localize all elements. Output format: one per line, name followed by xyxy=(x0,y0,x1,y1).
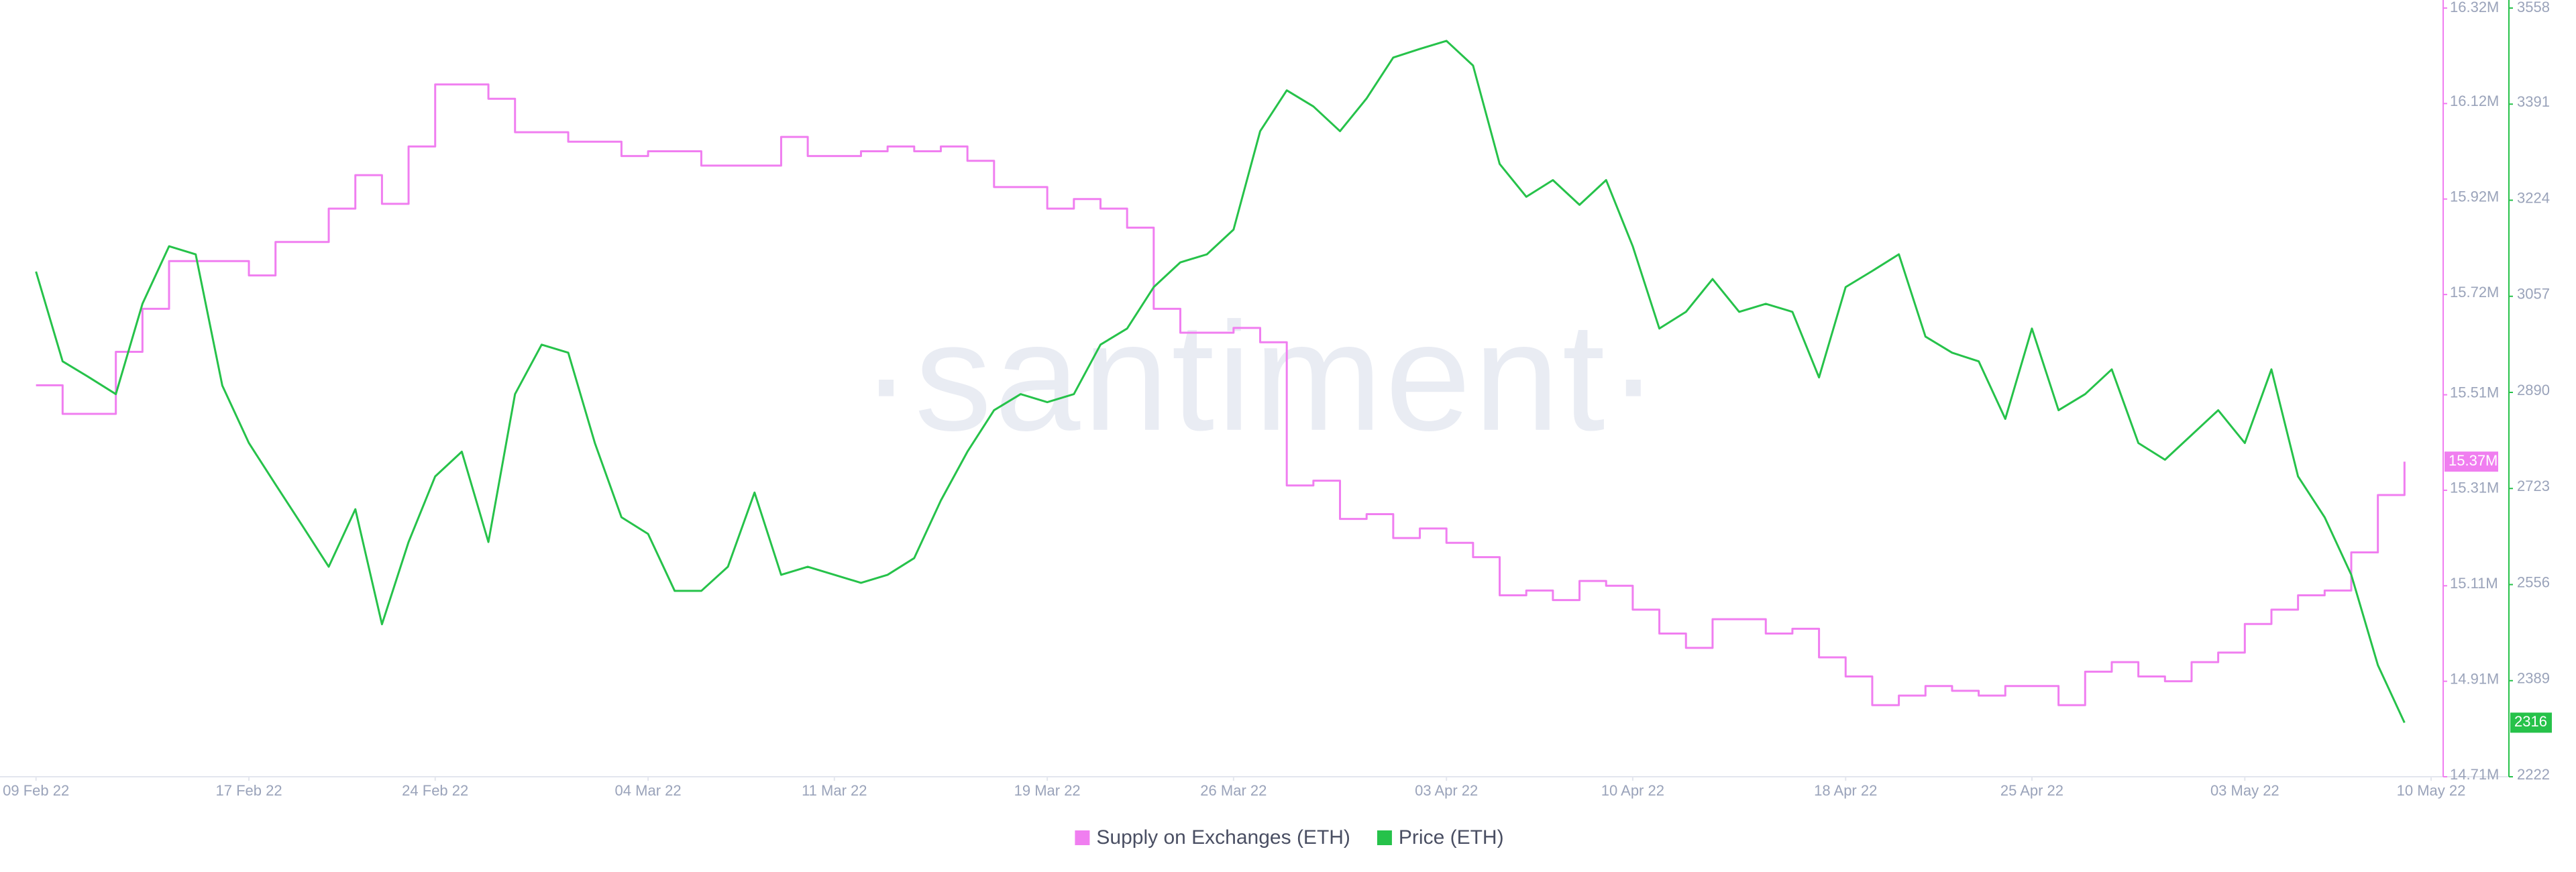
y-tick-label: 15.51M xyxy=(2450,384,2499,400)
y-tick-label: 15.11M xyxy=(2450,575,2498,592)
y-tick-label: 16.12M xyxy=(2450,93,2499,109)
y-tick-label: 15.92M xyxy=(2450,188,2499,205)
x-tick-label: 11 Mar 22 xyxy=(802,782,867,799)
x-tick-label: 19 Mar 22 xyxy=(1014,782,1081,799)
x-tick-label: 26 Mar 22 xyxy=(1200,782,1267,799)
x-tick-label: 24 Feb 22 xyxy=(402,782,468,799)
y2-tick-label: 3558 xyxy=(2517,0,2550,15)
y-tick-label: 14.71M xyxy=(2450,766,2499,783)
y2-tick-label: 3224 xyxy=(2517,189,2550,206)
x-tick-label: 09 Feb 22 xyxy=(3,782,69,799)
badge-label: 2316 xyxy=(2514,713,2547,730)
watermark: ·santiment· xyxy=(861,290,1662,463)
y2-tick-label: 3057 xyxy=(2517,286,2550,303)
x-tick-label: 10 Apr 22 xyxy=(1601,782,1664,799)
badge-bg xyxy=(2510,712,2552,733)
x-tick-label: 18 Apr 22 xyxy=(1814,782,1877,799)
x-tick-label: 04 Mar 22 xyxy=(615,782,682,799)
badge-bg xyxy=(2445,451,2498,472)
x-tick-label: 10 May 22 xyxy=(2397,782,2466,799)
x-tick-label: 25 Apr 22 xyxy=(2000,782,2063,799)
y2-tick-label: 3391 xyxy=(2517,93,2550,110)
legend-swatch xyxy=(1377,830,1392,845)
x-tick-label: 17 Feb 22 xyxy=(215,782,282,799)
y-tick-label: 14.91M xyxy=(2450,670,2499,687)
value-badge: 2316 xyxy=(2510,712,2552,733)
y-tick-label: 15.72M xyxy=(2450,284,2499,301)
y2-tick-label: 2222 xyxy=(2517,766,2550,783)
legend-label: Supply on Exchanges (ETH) xyxy=(1096,826,1350,849)
x-tick-label: 03 Apr 22 xyxy=(1415,782,1478,799)
series-line xyxy=(36,83,2406,706)
y2-tick-label: 2556 xyxy=(2517,574,2550,590)
y2-tick-label: 2389 xyxy=(2517,670,2550,687)
y2-tick-label: 2890 xyxy=(2517,382,2550,398)
series-line xyxy=(35,40,2406,723)
legend-label: Price (ETH) xyxy=(1399,826,1504,849)
value-badge: 15.37M xyxy=(2445,451,2498,472)
x-tick-label: 03 May 22 xyxy=(2210,782,2279,799)
legend-swatch xyxy=(1075,830,1090,845)
y-tick-label: 15.31M xyxy=(2450,480,2499,496)
y-tick-label: 16.32M xyxy=(2450,0,2499,15)
badge-label: 15.37M xyxy=(2449,452,2498,469)
y2-tick-label: 2723 xyxy=(2517,478,2550,494)
legend: Supply on Exchanges (ETH) Price (ETH) xyxy=(1075,826,1504,849)
